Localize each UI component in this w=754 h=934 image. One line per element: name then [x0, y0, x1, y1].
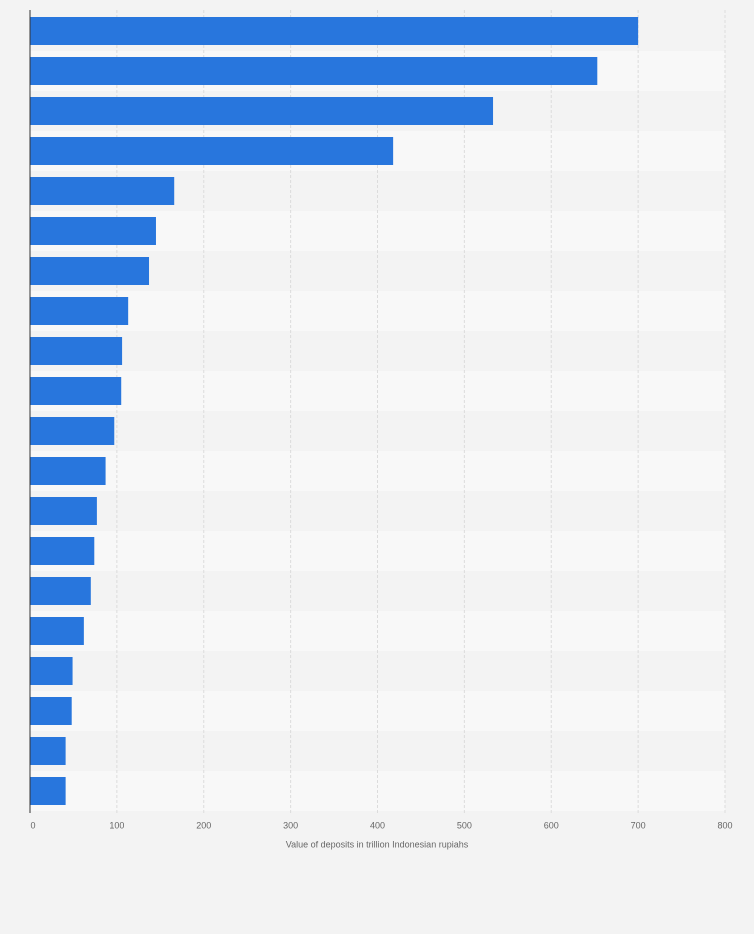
- bar: [30, 17, 639, 45]
- x-tick-label: 200: [196, 820, 211, 830]
- x-tick-label: 300: [283, 820, 298, 830]
- x-tick-label: 0: [30, 820, 35, 830]
- bar: [30, 97, 494, 125]
- bar: [30, 737, 66, 765]
- bar: [30, 577, 91, 605]
- bars: [30, 17, 639, 805]
- bar: [30, 137, 394, 165]
- bar: [30, 377, 122, 405]
- bar: [30, 537, 95, 565]
- bar: [30, 297, 129, 325]
- bar: [30, 57, 598, 85]
- bar: [30, 457, 106, 485]
- bar: [30, 497, 97, 525]
- x-tick-label: 500: [457, 820, 472, 830]
- bar: [30, 697, 72, 725]
- x-axis-title: Value of deposits in trillion Indonesian…: [286, 839, 469, 849]
- bar: [30, 617, 84, 645]
- bar: [30, 657, 73, 685]
- x-tick-label: 700: [631, 820, 646, 830]
- x-tick-label: 400: [370, 820, 385, 830]
- bar: [30, 217, 156, 245]
- bar: [30, 777, 66, 805]
- bar: [30, 417, 115, 445]
- x-tick-label: 100: [109, 820, 124, 830]
- bar: [30, 177, 175, 205]
- bar: [30, 337, 123, 365]
- x-tick-label: 800: [717, 820, 732, 830]
- grid: [116, 10, 726, 813]
- bar: [30, 257, 150, 285]
- x-tick-label: 600: [544, 820, 559, 830]
